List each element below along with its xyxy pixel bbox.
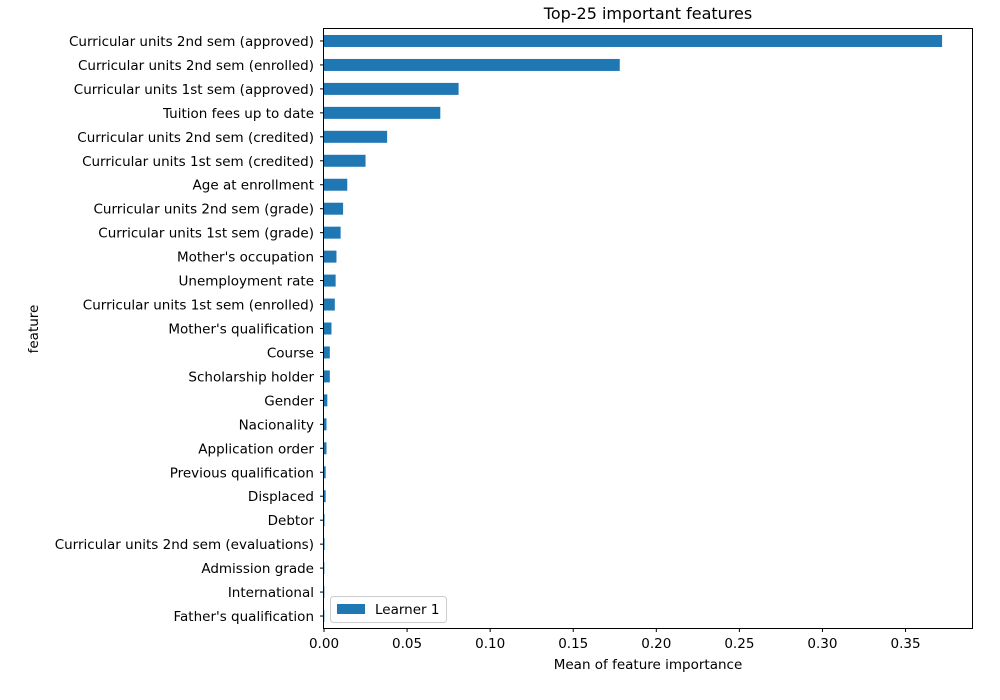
bar — [324, 346, 330, 359]
y-tick-label: Curricular units 1st sem (grade) — [98, 226, 314, 242]
legend: Learner 1 — [330, 596, 447, 623]
legend-label: Learner 1 — [375, 602, 439, 618]
bar — [324, 178, 348, 191]
y-tick-label: Curricular units 2nd sem (approved) — [69, 34, 314, 50]
y-tick-label: Scholarship holder — [188, 369, 314, 385]
chart-title: Top-25 important features — [543, 4, 752, 23]
y-tick-label: Nacionality — [239, 417, 314, 433]
x-axis-title: Mean of feature importance — [554, 657, 743, 673]
x-tick-label: 0.00 — [309, 636, 339, 652]
y-tick-label: Curricular units 1st sem (credited) — [82, 154, 314, 170]
bar — [324, 298, 335, 311]
y-tick-label: Curricular units 2nd sem (grade) — [93, 202, 314, 218]
x-tick-label: 0.05 — [392, 636, 422, 652]
y-tick-label: Mother's occupation — [177, 250, 314, 266]
y-tick-label: Curricular units 2nd sem (evaluations) — [55, 537, 314, 553]
y-tick-label: Tuition fees up to date — [162, 106, 314, 122]
y-tick-label: Curricular units 2nd sem (credited) — [77, 130, 314, 146]
bar — [324, 370, 330, 383]
y-tick-label: Father's qualification — [174, 609, 315, 625]
bar — [324, 442, 327, 455]
bar — [324, 274, 336, 287]
y-tick-label: Curricular units 2nd sem (enrolled) — [78, 58, 314, 74]
bar — [324, 34, 943, 47]
bar — [324, 418, 327, 431]
bar — [324, 154, 366, 167]
x-tick-label: 0.30 — [807, 636, 837, 652]
y-tick-label: Curricular units 1st sem (enrolled) — [83, 298, 314, 314]
bar — [324, 250, 337, 263]
bar — [324, 58, 620, 71]
plot-frame — [323, 28, 973, 629]
x-tick-label: 0.20 — [641, 636, 671, 652]
x-tick-label: 0.10 — [475, 636, 505, 652]
y-tick-label: Gender — [264, 393, 314, 409]
y-tick-label: Age at enrollment — [193, 178, 314, 194]
y-axis-title: feature — [26, 305, 42, 354]
y-tick-label: Curricular units 1st sem (approved) — [74, 82, 314, 98]
bar — [324, 466, 326, 479]
y-tick-label: Mother's qualification — [168, 322, 314, 338]
x-axis-ticks: 0.00 0.05 0.10 0.15 0.20 0.25 0.30 0.35 — [309, 628, 921, 652]
y-tick-label: Application order — [198, 441, 314, 457]
y-axis-ticks: Curricular units 2nd sem (approved) Curri… — [55, 34, 324, 625]
y-tick-label: Course — [267, 345, 314, 361]
bar — [324, 394, 328, 407]
y-tick-label: Admission grade — [201, 561, 314, 577]
bar — [324, 490, 326, 503]
legend-swatch — [337, 604, 365, 614]
x-tick-label: 0.25 — [724, 636, 754, 652]
bars-group — [324, 34, 943, 623]
y-tick-label: Previous qualification — [170, 465, 314, 481]
bar — [324, 322, 332, 335]
bar — [324, 226, 341, 239]
y-tick-label: Unemployment rate — [179, 274, 314, 290]
bar — [324, 106, 441, 119]
y-tick-label: Debtor — [268, 513, 315, 529]
x-tick-label: 0.15 — [558, 636, 588, 652]
bar — [324, 82, 459, 95]
bar — [324, 130, 388, 143]
bar — [324, 202, 344, 215]
legend-box — [330, 596, 447, 623]
y-tick-label: International — [228, 585, 314, 601]
x-tick-label: 0.35 — [891, 636, 921, 652]
y-tick-label: Displaced — [248, 489, 314, 505]
